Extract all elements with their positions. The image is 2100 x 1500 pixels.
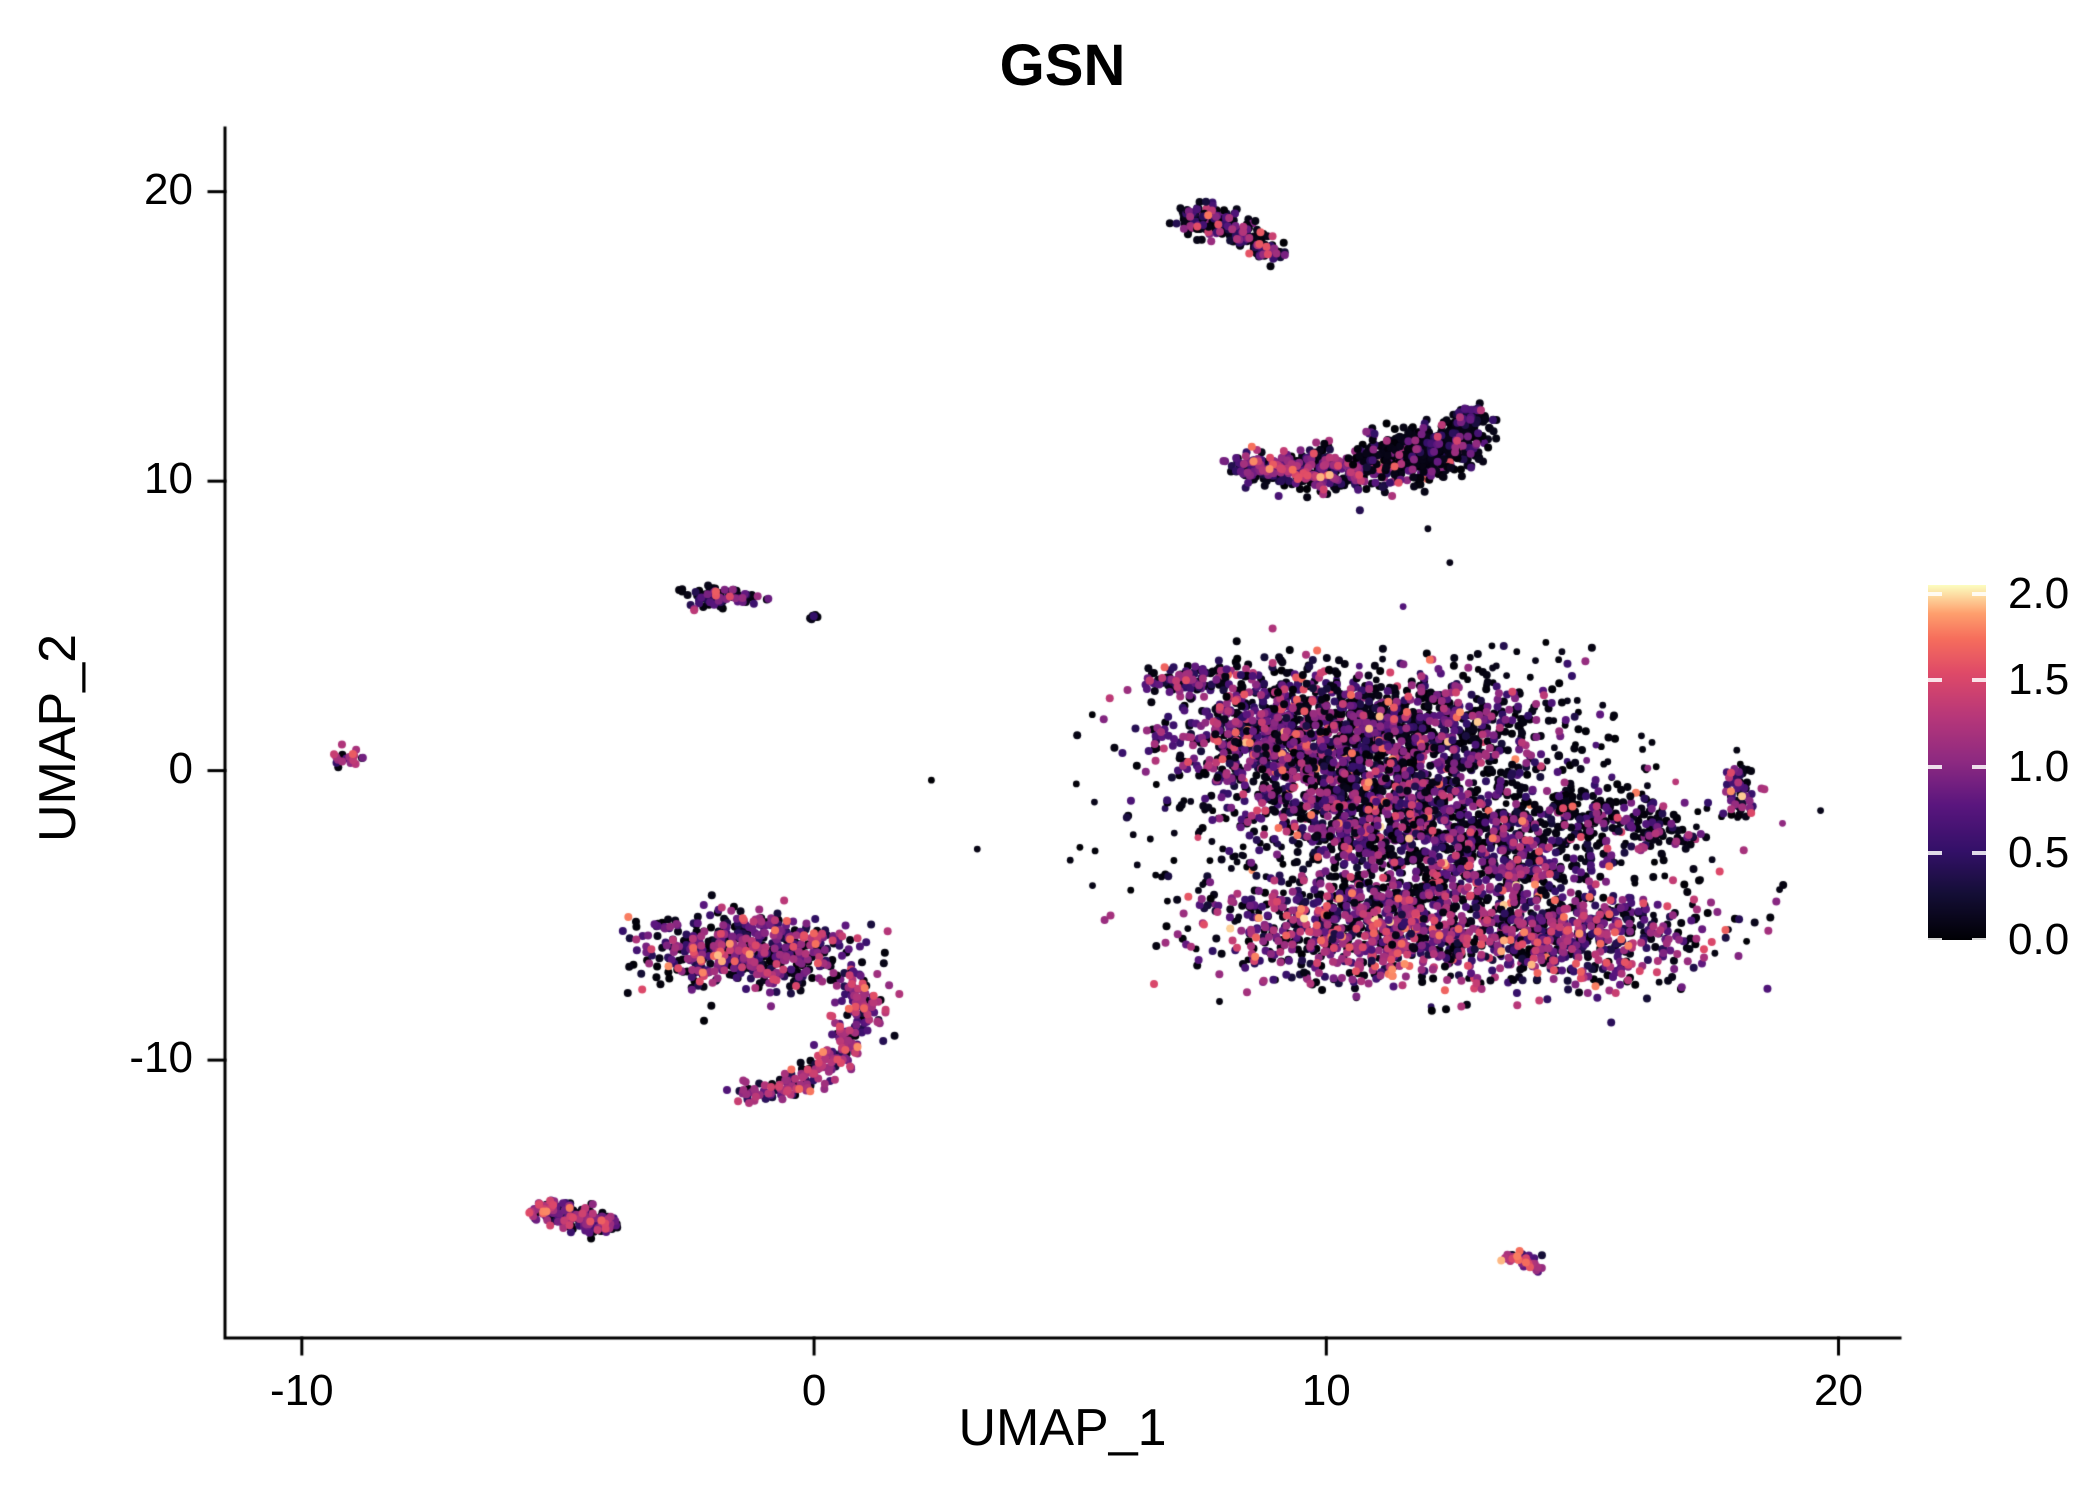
legend-bar-tick: [1972, 678, 1986, 683]
x-axis-label: UMAP_1: [958, 1399, 1167, 1457]
legend-bar-tick: [1928, 591, 1942, 596]
legend-bar-tick: [1972, 851, 1986, 856]
y-tick-label: 10: [144, 454, 193, 504]
legend-bar-tick: [1928, 678, 1942, 683]
legend-tick-label: 2.0: [2008, 568, 2070, 618]
plot-title: GSN: [999, 33, 1126, 98]
y-tick-label: 20: [144, 164, 193, 214]
legend-bar-tick: [1928, 764, 1942, 769]
y-tick-label: 0: [168, 743, 193, 793]
x-tick-label: 10: [1301, 1366, 1351, 1415]
legend-tick-label: 0.0: [2008, 915, 2070, 964]
legend-tick-label: 0.5: [2008, 828, 2070, 878]
legend-bar-tick: [1972, 591, 1986, 596]
legend-bar-tick: [1972, 938, 1986, 942]
y-axis-label: UMAP_2: [29, 633, 87, 843]
legend-tick-label: 1.5: [2008, 655, 2070, 705]
legend-gradient-bar: [1928, 585, 1986, 940]
legend-bar-tick: [1928, 851, 1942, 856]
legend-bar-tick: [1928, 938, 1942, 942]
y-tick-label: -10: [129, 1033, 193, 1083]
legend-tick-label: 1.0: [2008, 741, 2070, 791]
x-tick-label: -10: [270, 1366, 334, 1415]
x-tick-label: 0: [801, 1366, 827, 1415]
x-tick-label: 20: [1814, 1366, 1863, 1415]
legend-bar-tick: [1972, 764, 1986, 769]
